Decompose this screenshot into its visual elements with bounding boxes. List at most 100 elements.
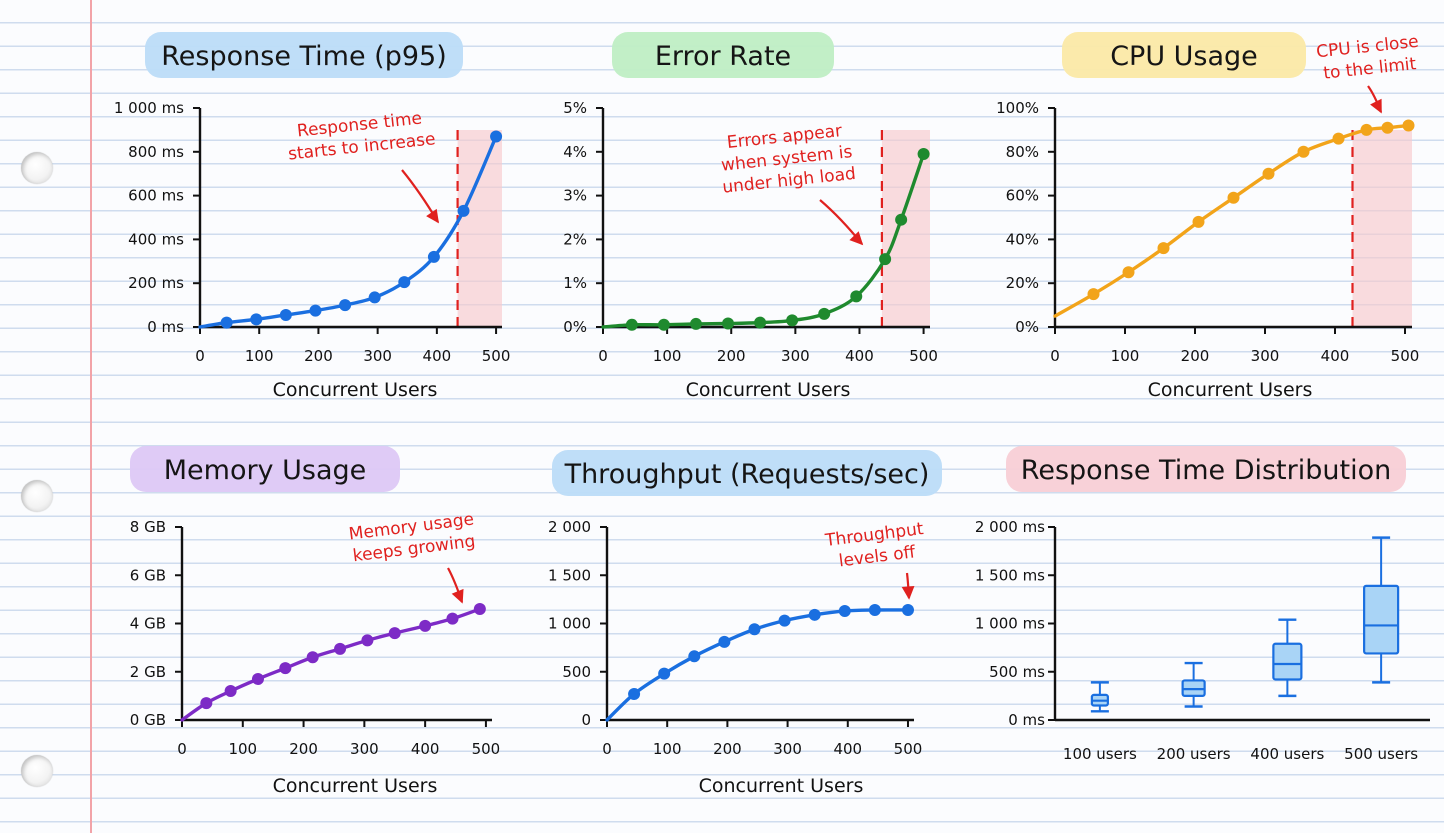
x-tick-label: 400: [1321, 347, 1350, 365]
y-tick-label: 2%: [563, 230, 587, 248]
data-point: [748, 623, 761, 636]
data-point: [250, 313, 263, 326]
box: [1272, 642, 1303, 681]
x-tick-label: 300: [781, 347, 810, 365]
data-point: [200, 697, 213, 710]
series-line: [198, 134, 498, 329]
annotation-arrowhead: [849, 231, 864, 246]
danger-zone: [1352, 130, 1412, 327]
title-highlight: [145, 32, 463, 78]
box: [1363, 584, 1400, 655]
chart-1: Error Rate 0% 1% 2% 3% 4% 5% 0 100 200 300 400 500 Co…: [563, 32, 938, 401]
danger-zone: [457, 130, 502, 327]
data-point: [658, 667, 671, 680]
data-point: [718, 635, 731, 648]
chart-title: Response Time Distribution: [1021, 455, 1391, 486]
data-point: [808, 608, 821, 621]
y-tick-label: 2 000: [548, 518, 591, 536]
x-tick-label: 200: [304, 347, 333, 365]
data-point: [754, 316, 767, 329]
data-point: [457, 204, 470, 217]
chart-title: CPU Usage: [1110, 41, 1258, 72]
data-point: [339, 299, 352, 312]
binder-hole: [21, 152, 53, 184]
x-tick-label: 0: [602, 740, 612, 758]
data-point: [1087, 288, 1100, 301]
annotation-arrowhead: [426, 208, 439, 224]
y-tick-label: 5%: [563, 99, 587, 117]
y-tick-label: 0 GB: [130, 711, 166, 729]
y-tick-label: 1 500 ms: [975, 566, 1045, 584]
data-point: [895, 213, 908, 226]
binder-hole: [21, 480, 53, 512]
y-tick-label: 60%: [1006, 187, 1039, 205]
x-tick-label: 500: [482, 347, 511, 365]
y-tick-label: 1 000: [548, 615, 591, 633]
y-tick-label: 600 ms: [128, 187, 184, 205]
y-tick-label: 0: [581, 711, 591, 729]
y-tick-label: 0%: [1015, 318, 1039, 336]
data-point: [1227, 191, 1240, 204]
title-highlight: [1006, 446, 1406, 492]
data-point: [361, 634, 374, 647]
data-point: [368, 291, 381, 304]
y-tick-label: 100%: [996, 99, 1039, 117]
data-point: [279, 308, 292, 321]
data-point: [628, 687, 641, 700]
x-tick-label: 400: [423, 347, 452, 365]
y-tick-label: 500: [562, 663, 591, 681]
y-tick-label: 800 ms: [128, 143, 184, 161]
data-point: [306, 651, 319, 664]
data-point: [1157, 242, 1170, 255]
data-point: [722, 317, 735, 330]
data-point: [625, 318, 638, 331]
data-point: [688, 650, 701, 663]
category-label: 200 users: [1157, 745, 1231, 763]
y-tick-label: 1 500: [548, 566, 591, 584]
annotation-arrowhead: [901, 585, 915, 600]
category-label: 400 users: [1250, 745, 1324, 763]
annotation-arrowhead: [1370, 98, 1382, 114]
data-point: [1297, 145, 1310, 158]
y-tick-label: 1 000 ms: [114, 99, 184, 117]
x-tick-label: 300: [350, 740, 379, 758]
x-tick-label: 100: [228, 740, 257, 758]
data-point: [279, 662, 292, 675]
y-tick-label: 0%: [563, 318, 587, 336]
y-tick-label: 4%: [563, 143, 587, 161]
data-point: [334, 642, 347, 655]
chart-2: CPU Usage 0% 20% 40% 60% 80% 100% 0 100 200 300 400…: [996, 32, 1420, 401]
y-tick-label: 80%: [1006, 143, 1039, 161]
chart-title: Throughput (Requests/sec): [564, 459, 930, 490]
title-highlight: [1062, 32, 1306, 78]
y-tick-label: 1 000 ms: [975, 615, 1045, 633]
x-axis-label: Concurrent Users: [273, 379, 438, 401]
data-point: [220, 316, 233, 329]
data-point: [251, 672, 264, 685]
x-tick-label: 200: [1181, 347, 1210, 365]
chart-0: Response Time (p95) 0 ms 200 ms 400 ms 600 m…: [114, 32, 511, 401]
data-point: [1192, 215, 1205, 228]
x-axis-label: Concurrent Users: [1148, 379, 1313, 401]
chart-5: Response Time Distribution 0 ms 500 ms 1 00…: [975, 446, 1430, 763]
data-point: [446, 612, 459, 625]
data-point: [657, 318, 670, 331]
data-point: [1381, 121, 1394, 134]
y-tick-label: 8 GB: [130, 518, 166, 536]
data-point: [850, 290, 863, 303]
y-tick-label: 20%: [1006, 274, 1039, 292]
y-tick-label: 1%: [563, 274, 587, 292]
x-tick-label: 100: [653, 740, 682, 758]
data-point: [473, 603, 486, 616]
chart-title: Error Rate: [655, 41, 791, 72]
y-tick-label: 6 GB: [130, 566, 166, 584]
category-label: 500 users: [1344, 745, 1418, 763]
y-tick-label: 500 ms: [989, 663, 1045, 681]
y-tick-label: 200 ms: [128, 274, 184, 292]
data-point: [309, 304, 322, 317]
chart-3: Memory Usage 0 GB 2 GB 4 GB 6 GB 8 GB 0 100 200 3…: [130, 446, 500, 797]
